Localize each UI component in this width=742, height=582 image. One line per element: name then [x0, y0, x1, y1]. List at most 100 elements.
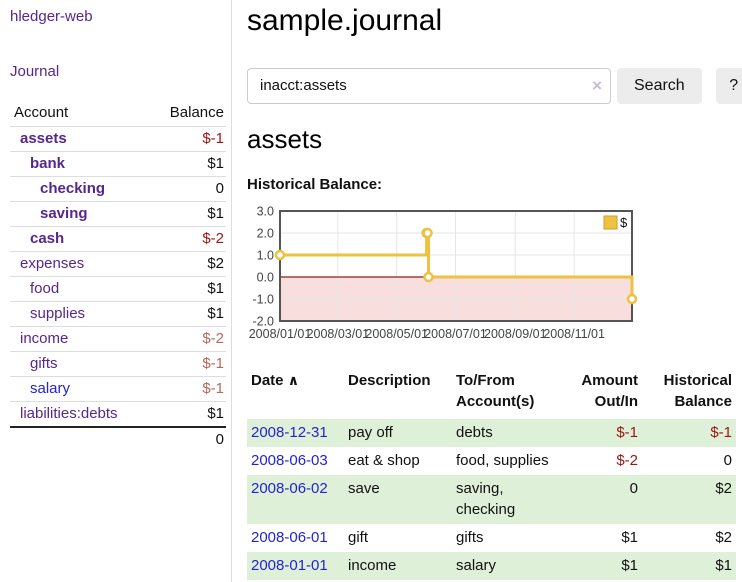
transaction-date-link-cell: 2008-01-01 [247, 551, 344, 580]
sidebar-account-link-liabilities-debts[interactable]: liabilities:debts [20, 405, 118, 422]
account-balance: $1 [149, 276, 226, 302]
clear-search-icon[interactable]: × [592, 75, 602, 95]
transaction-balance-cell: 0 [723, 451, 732, 469]
transaction-date-link[interactable]: 2008-12-31 [251, 424, 328, 441]
accounts-total-row: 0 [10, 426, 226, 452]
sidebar-account-link-saving[interactable]: saving [40, 205, 88, 222]
register-header-row: Date ∧ Description To/From Account(s) Am… [247, 368, 736, 420]
account-balance: $1 [149, 151, 226, 177]
transaction-description-cell: save [344, 474, 452, 524]
sidebar-account-link-income[interactable]: income [20, 330, 69, 347]
register-header-date[interactable]: Date ∧ [247, 368, 344, 420]
register-row[interactable]: 2008-06-01 gift gifts $1 $2 [247, 524, 736, 552]
transaction-date-link[interactable]: 2008-01-01 [251, 556, 328, 574]
account-balance: $1 [149, 301, 226, 327]
sidebar-account-link-gifts[interactable]: gifts [30, 355, 58, 372]
transaction-balance-cell: $2 [715, 529, 732, 546]
accounts-table-body: assets $-1 bank $1 checking 0 saving $1 cash $-2 e… [10, 126, 226, 427]
account-balance: $-1 [149, 351, 226, 377]
search-button[interactable]: Search [617, 67, 702, 104]
svg-text:2008/11/01: 2008/11/01 [543, 327, 605, 341]
accounts-table: Account Balance assets $-1 bank $1 checking 0… [10, 100, 226, 452]
sidebar: hledger-web Journal Account Balance asse… [0, 0, 232, 582]
sort-ascending-icon: ∧ [287, 371, 300, 388]
account-name-cell: gifts [10, 351, 150, 377]
transaction-description-cell: pay off [344, 419, 452, 447]
account-name-cell: saving [10, 201, 150, 227]
transaction-accounts-cell: debts [452, 419, 562, 447]
sidebar-item-journal[interactable]: Journal [10, 63, 60, 80]
register-row[interactable]: 2008-06-02 save saving, checking 0 $2 [247, 474, 736, 524]
account-row: income $-2 [10, 326, 226, 352]
transaction-date-link[interactable]: 2008-06-03 [251, 451, 328, 469]
data-point-marker [626, 293, 638, 304]
sidebar-account-link-expenses[interactable]: expenses [20, 255, 85, 272]
sidebar-account-link-checking[interactable]: checking [40, 180, 106, 197]
transaction-accounts-cell: salary [452, 551, 562, 580]
accounts-total-spacer [10, 426, 150, 452]
sidebar-account-link-assets[interactable]: assets [20, 130, 67, 147]
svg-text:2008/09/01: 2008/09/01 [484, 327, 547, 341]
accounts-header-account: Account [14, 104, 69, 121]
register-row[interactable]: 2008-01-01 income salary $1 $1 [247, 551, 736, 580]
transaction-date-link[interactable]: 2008-06-01 [251, 529, 328, 546]
account-balance: $2 [149, 251, 226, 277]
sidebar-account-link-food[interactable]: food [30, 280, 60, 297]
transaction-description-cell: eat & shop [348, 451, 420, 469]
search-help-button[interactable]: ? [715, 67, 742, 104]
transaction-accounts-cell: food, supplies [456, 451, 549, 469]
svg-text:2008/01/01: 2008/01/01 [249, 327, 312, 341]
transaction-balance-cell: $2 [642, 474, 736, 524]
transaction-accounts-cell: saving, checking [452, 474, 562, 524]
sidebar-account-link-supplies[interactable]: supplies [30, 305, 86, 322]
register-row[interactable]: 2008-12-31 pay off debts $-1 $-1 [247, 419, 736, 447]
transaction-date-link-cell: 2008-06-01 [247, 524, 344, 552]
legend-label: $ [620, 215, 628, 230]
data-point-marker [422, 227, 433, 238]
search-input-wrap: × [247, 67, 611, 104]
register-table: Date ∧ Description To/From Account(s) Am… [247, 368, 736, 580]
register-header-description: Description [348, 371, 431, 389]
account-balance: $1 [149, 401, 226, 427]
account-name-cell: assets [10, 126, 150, 152]
svg-text:-1.0: -1.0 [252, 292, 274, 306]
register-header-accounts: To/From Account(s) [456, 371, 535, 411]
chart-title: Historical Balance: [247, 175, 383, 193]
account-row: expenses $2 [10, 251, 226, 277]
account-balance: 0 [149, 176, 226, 202]
register-table-body: 2008-12-31 pay off debts $-1 $-1 2008-06-03 ea… [247, 419, 736, 580]
account-name-cell: salary [10, 376, 150, 402]
accounts-table-header: Account Balance [10, 100, 226, 127]
account-row: liabilities:debts $1 [10, 401, 226, 427]
account-row: saving $1 [10, 201, 226, 227]
svg-text:2.0: 2.0 [257, 226, 274, 240]
search-input[interactable] [247, 67, 611, 104]
register-header-date-label: Date [251, 371, 284, 389]
sidebar-account-link-bank[interactable]: bank [30, 155, 66, 172]
transaction-amount-cell: $-1 [562, 419, 642, 447]
register-row[interactable]: 2008-06-03 eat & shop food, supplies $-2 0 [247, 447, 736, 475]
account-balance: $-2 [149, 226, 226, 252]
account-name-cell: expenses [10, 251, 150, 277]
app-title-link[interactable]: hledger-web [10, 8, 93, 25]
account-name-cell: income [10, 326, 150, 352]
account-row: assets $-1 [10, 126, 226, 152]
transaction-amount-cell: $1 [621, 529, 638, 546]
transaction-date-link[interactable]: 2008-06-02 [251, 479, 328, 497]
account-row: cash $-2 [10, 226, 226, 252]
transaction-description-cell: income [344, 551, 452, 580]
sidebar-account-link-salary[interactable]: salary [30, 380, 71, 397]
transaction-date-link-cell: 2008-12-31 [247, 419, 344, 447]
svg-text:-2.0: -2.0 [252, 314, 274, 328]
account-row: food $1 [10, 276, 226, 302]
register-header-balance: Historical Balance [663, 371, 732, 411]
account-name-cell: liabilities:debts [10, 401, 150, 427]
sidebar-account-link-cash[interactable]: cash [30, 230, 65, 247]
historical-balance-chart: 3.0 2.0 1.0 0.0 -1.0 -2.0 2008/01/01 2008/03/01… [247, 203, 742, 350]
account-name-cell: cash [10, 226, 150, 252]
account-row: checking 0 [10, 176, 226, 202]
transaction-amount-cell: $-2 [616, 451, 638, 469]
account-row: salary $-1 [10, 376, 226, 402]
transaction-balance-cell: $1 [642, 551, 736, 580]
